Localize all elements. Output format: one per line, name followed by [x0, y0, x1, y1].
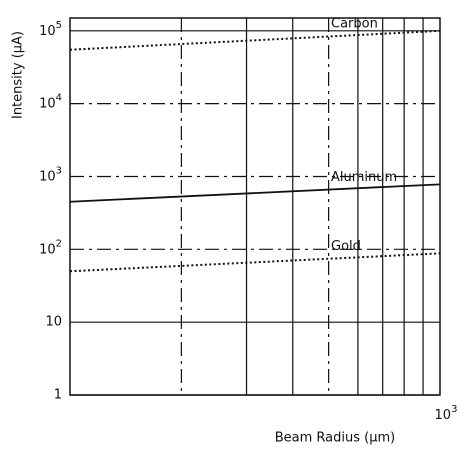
tick-label: 103	[435, 404, 458, 423]
tick-label: 102	[39, 238, 62, 257]
tick-label: 105	[39, 20, 62, 38]
series-label: Aluminum	[331, 170, 397, 185]
y-axis-label: Intensity (μA)	[11, 31, 26, 119]
x-axis-label: Beam Radius (μm)	[275, 431, 395, 446]
series-line	[69, 252, 441, 273]
tick-label: 1	[54, 388, 62, 403]
plot-frame	[69, 17, 441, 396]
series-line	[69, 183, 441, 203]
series-label: Carbon	[331, 16, 378, 31]
tick-label: 104	[39, 93, 62, 112]
tick-label: 103	[39, 165, 62, 184]
tick-label: 10	[45, 315, 62, 330]
series-label: Gold	[331, 239, 361, 254]
series-line	[69, 29, 441, 51]
